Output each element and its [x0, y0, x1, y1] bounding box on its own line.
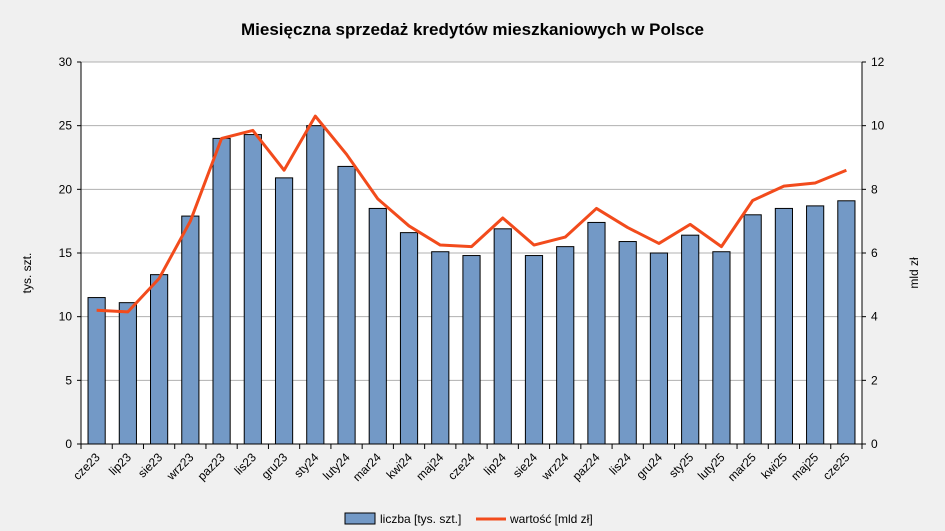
bar — [618, 241, 637, 445]
bar — [681, 234, 700, 445]
chart-title: Miesięczna sprzedaż kredytów mieszkaniow… — [241, 20, 704, 39]
bar — [649, 252, 669, 445]
x-tick-label: kwi24 — [384, 450, 416, 482]
bar — [212, 137, 231, 445]
legend: liczba [tys. szt.] wartość [mld zł] — [344, 512, 593, 526]
x-tick-label: lis24 — [606, 450, 634, 478]
bar — [462, 255, 481, 445]
x-tick-label: sie23 — [135, 450, 165, 480]
x-tick-label: gru23 — [259, 450, 291, 482]
bar — [399, 232, 419, 445]
bar — [87, 297, 106, 445]
y2-tick-label: 4 — [871, 310, 878, 324]
bar — [181, 215, 200, 445]
bar — [524, 255, 544, 445]
y2-tick-label: 0 — [871, 437, 878, 451]
x-tick-label: mar24 — [350, 450, 384, 484]
x-tick-label: cze23 — [70, 450, 103, 483]
y2-axis-title: mld zł — [907, 257, 921, 289]
x-tick-label: cze25 — [820, 450, 853, 483]
bar — [774, 207, 793, 445]
line-series — [96, 114, 847, 314]
y-tick-label: 15 — [59, 246, 73, 260]
x-tick-label: lis23 — [232, 450, 260, 478]
y-tick-label: 10 — [59, 310, 73, 324]
x-tick-label: paz24 — [570, 450, 603, 483]
y2-tick-label: 12 — [871, 55, 885, 69]
bar — [743, 214, 762, 445]
x-tick-label: cze24 — [445, 450, 478, 483]
x-tick-label: kwi25 — [758, 450, 790, 482]
bar — [837, 200, 856, 445]
y2-tick-label: 2 — [871, 373, 878, 387]
line-series-path — [96, 114, 847, 314]
x-tick-label: sty25 — [666, 450, 696, 480]
x-tick-label: lip24 — [481, 450, 509, 478]
bar — [150, 274, 169, 445]
x-tick-label: luty25 — [695, 450, 728, 483]
x-tick-label: maj25 — [788, 450, 821, 483]
y-axis-title: tys. szt. — [20, 253, 34, 294]
bar-series — [87, 125, 856, 445]
bar — [274, 177, 294, 445]
x-tick-label: gru24 — [633, 450, 665, 482]
y-tick-label: 25 — [59, 119, 73, 133]
x-tick-label: wrz24 — [538, 450, 571, 483]
bar — [306, 125, 325, 445]
bar — [243, 134, 262, 445]
x-tick-label: wrz23 — [163, 450, 196, 483]
bar — [493, 228, 512, 445]
x-tick-label: maj24 — [413, 450, 446, 483]
y2-tick-label: 8 — [871, 182, 878, 196]
bar — [431, 251, 450, 445]
y-tick-label: 5 — [65, 373, 72, 387]
bar — [806, 205, 825, 445]
y2-tick-label: 10 — [871, 119, 885, 133]
x-tick-label: lip23 — [106, 450, 134, 478]
x-tick-label: sie24 — [510, 450, 540, 480]
y-tick-label: 0 — [65, 437, 72, 451]
legend-label-bar: liczba [tys. szt.] — [380, 512, 461, 526]
legend-label-line: wartość [mld zł] — [509, 512, 593, 526]
y-tick-label: 30 — [59, 55, 73, 69]
x-tick-label: luty24 — [320, 450, 353, 483]
y-tick-label: 20 — [59, 182, 73, 196]
x-tick-label: paz23 — [195, 450, 228, 483]
bar — [712, 251, 731, 445]
y2-tick-label: 6 — [871, 246, 878, 260]
bar — [337, 165, 356, 445]
x-tick-label: sty24 — [291, 450, 321, 480]
legend-swatch-bar — [344, 512, 376, 525]
x-tick-label: mar25 — [725, 450, 759, 484]
bar — [118, 302, 137, 445]
bar — [556, 246, 575, 445]
bar — [368, 207, 387, 445]
bar — [587, 221, 606, 445]
